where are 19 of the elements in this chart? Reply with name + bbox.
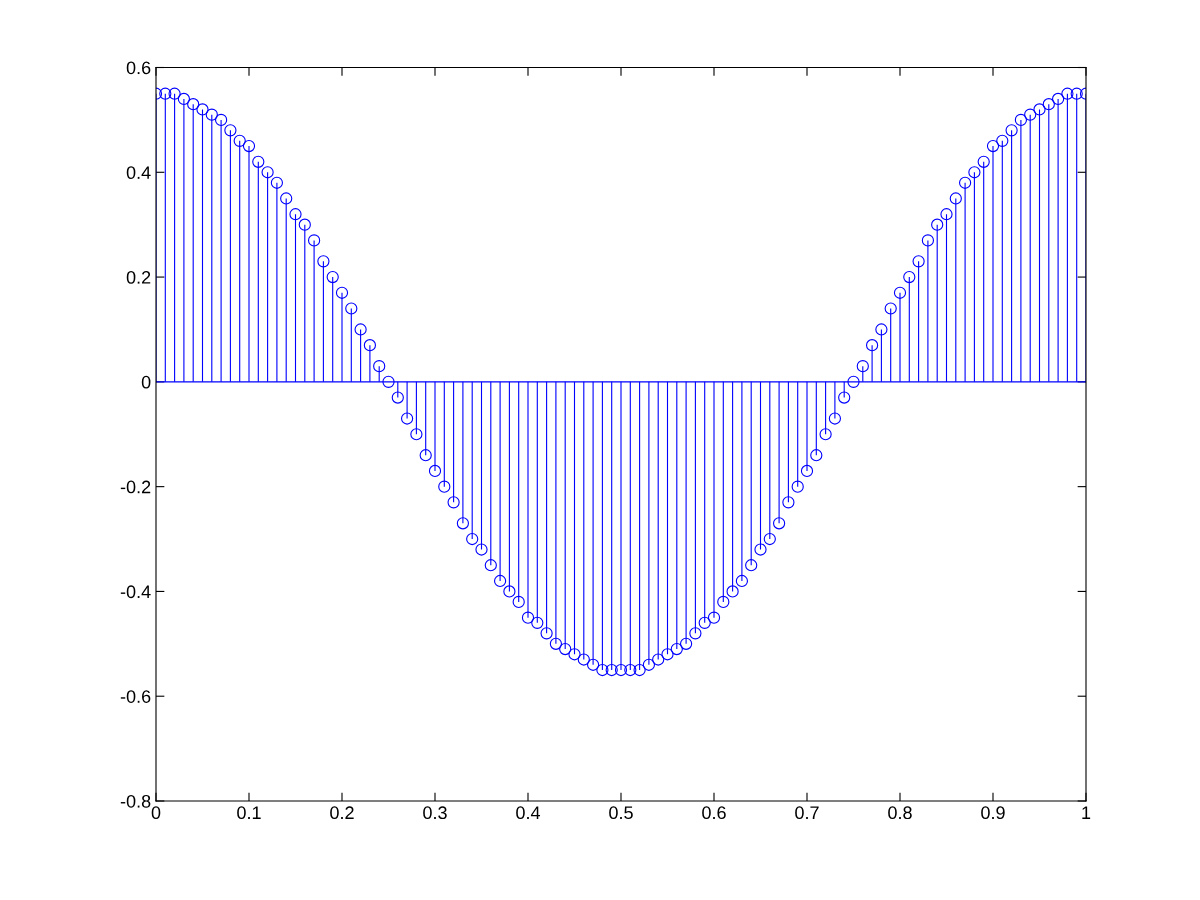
x-tick-label: 0.9 [981, 806, 1005, 820]
y-tick-label: -0.8 [120, 794, 151, 808]
y-tick-label: 0.2 [126, 271, 151, 284]
y-tick-label: 0.4 [126, 166, 151, 180]
x-tick-label: 0.4 [516, 806, 541, 820]
y-tick-label: -0.4 [120, 585, 151, 599]
x-tick-label: 1 [1082, 806, 1091, 819]
y-tick-label: -0.2 [120, 480, 151, 494]
x-tick-label: 0.1 [237, 806, 261, 820]
x-tick-label: 0.8 [888, 806, 912, 820]
x-tick-label: 0.6 [702, 806, 726, 820]
x-tick-label: 0.3 [423, 806, 447, 820]
y-tick-label: 0.6 [126, 61, 151, 75]
x-tick-label: 0.7 [795, 806, 819, 820]
y-tick-label: -0.6 [120, 690, 151, 703]
x-tick-label: 0.2 [330, 806, 354, 820]
y-tick-label: 0 [141, 375, 151, 389]
x-tick-label: 0.5 [609, 806, 633, 820]
x-tick-label: 0 [151, 806, 161, 820]
